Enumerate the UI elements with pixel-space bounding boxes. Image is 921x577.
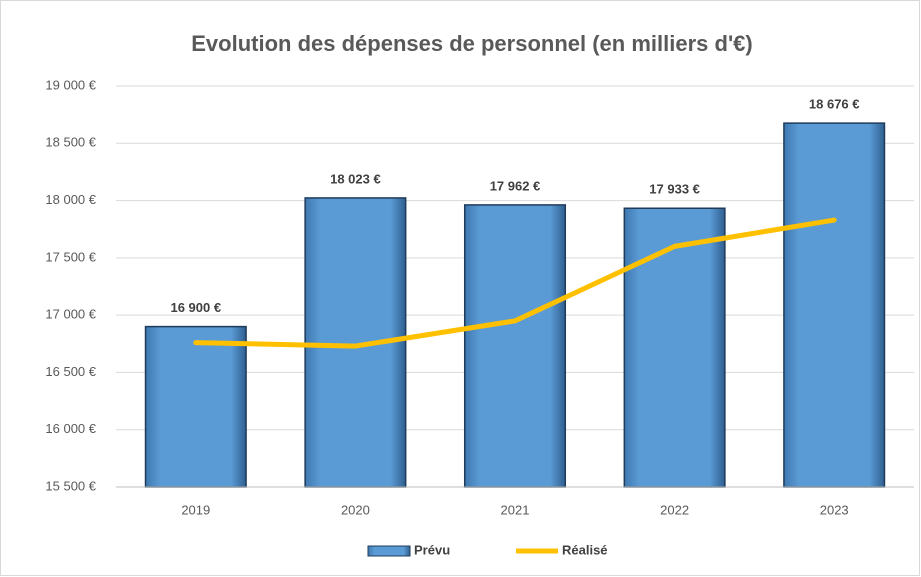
- legend-label: Prévu: [414, 542, 450, 557]
- data-label: 16 900 €: [170, 300, 221, 315]
- y-tick-label: 16 500 €: [45, 364, 96, 379]
- y-tick-label: 17 000 €: [45, 307, 96, 322]
- data-label: 18 676 €: [809, 97, 860, 112]
- chart-title: Evolution des dépenses de personnel (en …: [191, 31, 752, 56]
- x-tick-label: 2023: [820, 502, 849, 517]
- legend-label: Réalisé: [562, 542, 608, 557]
- y-tick-label: 16 000 €: [45, 421, 96, 436]
- bar: [623, 207, 726, 488]
- x-tick-label: 2022: [660, 502, 689, 517]
- data-label: 17 933 €: [649, 182, 700, 197]
- x-tick-label: 2019: [181, 502, 210, 517]
- line: [193, 217, 837, 349]
- y-tick-label: 15 500 €: [45, 478, 96, 493]
- bar: [463, 204, 567, 488]
- y-tick-label: 19 000 €: [45, 77, 96, 92]
- x-tick-label: 2021: [501, 502, 530, 517]
- y-tick-label: 18 000 €: [45, 192, 96, 207]
- data-label: 18 023 €: [330, 171, 381, 186]
- bar: [144, 325, 247, 488]
- x-tick-label: 2020: [341, 502, 370, 517]
- data-label: 17 962 €: [490, 178, 541, 193]
- y-tick-label: 18 500 €: [45, 135, 96, 150]
- bar: [783, 122, 886, 488]
- legend-swatch: [367, 545, 411, 557]
- y-tick-label: 17 500 €: [45, 249, 96, 264]
